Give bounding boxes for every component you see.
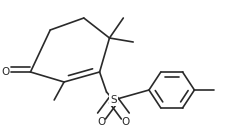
Text: O: O xyxy=(97,117,106,127)
Text: O: O xyxy=(2,67,10,77)
Text: O: O xyxy=(121,117,129,127)
Text: S: S xyxy=(110,95,117,105)
